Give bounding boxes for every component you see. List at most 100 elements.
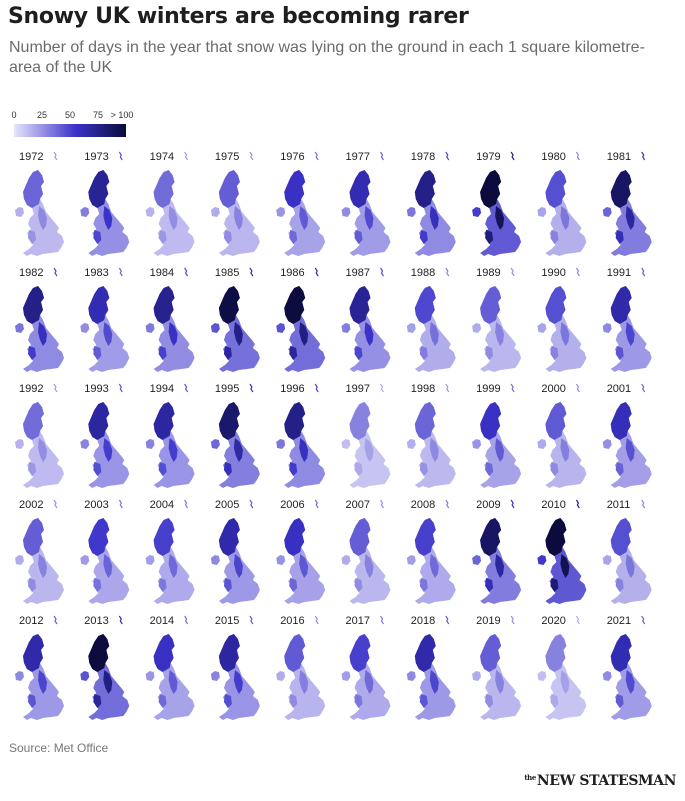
northern-ireland-shape [80, 671, 90, 681]
pennines-snow-region [299, 206, 309, 230]
scotland-snow-region [153, 286, 175, 324]
shetland-marker-icon [445, 615, 450, 625]
wales-snow-region [158, 462, 167, 476]
wales-snow-region [615, 462, 624, 476]
wales-snow-region [223, 694, 232, 708]
scotland-snow-region [153, 634, 175, 672]
map-panel-2015: 2015 [210, 615, 260, 720]
year-label: 1993 [84, 383, 108, 395]
shetland-marker-icon [184, 615, 189, 625]
wales-snow-region [485, 578, 494, 592]
wales-snow-region [354, 462, 363, 476]
wales-snow-region [289, 230, 298, 244]
shetland-marker-icon [53, 615, 58, 625]
uk-snow-map [15, 634, 64, 720]
uk-snow-map [80, 170, 130, 256]
scotland-snow-region [284, 286, 306, 324]
pennines-snow-region [625, 322, 635, 346]
scotland-snow-region [349, 170, 371, 208]
shetland-marker-icon [641, 151, 646, 161]
year-label: 2010 [541, 499, 565, 511]
shetland-marker-icon [510, 383, 515, 393]
scotland-snow-region [480, 634, 502, 672]
scotland-snow-region [88, 518, 110, 556]
shetland-marker-icon [118, 383, 123, 393]
northern-ireland-shape [341, 555, 351, 565]
northern-ireland-shape [210, 323, 220, 333]
uk-snow-map [80, 402, 130, 488]
uk-snow-map [341, 402, 391, 488]
wales-snow-region [550, 694, 559, 708]
year-label: 2016 [280, 615, 304, 627]
northern-ireland-shape [537, 439, 547, 449]
shetland-marker-icon [380, 499, 384, 509]
pennines-snow-region [625, 554, 635, 578]
map-panel-2017: 2017 [341, 615, 391, 720]
chart-title: Snowy UK winters are becoming rarer [8, 4, 469, 29]
map-panel-1988: 1988 [406, 267, 456, 372]
scotland-snow-region [349, 402, 371, 440]
wales-snow-region [354, 578, 363, 592]
map-panel-1984: 1984 [145, 267, 195, 372]
map-panel-1973: 1973 [80, 151, 130, 256]
pennines-snow-region [560, 554, 570, 578]
year-label: 2014 [150, 615, 174, 627]
uk-snow-map [537, 634, 587, 720]
wales-snow-region [550, 230, 559, 244]
wales-snow-region [550, 578, 559, 592]
northern-ireland-shape [537, 323, 547, 333]
wales-snow-region [223, 462, 232, 476]
scotland-snow-region [153, 518, 175, 556]
northern-ireland-shape [15, 555, 24, 565]
scotland-snow-region [284, 518, 306, 556]
wales-snow-region [289, 578, 298, 592]
map-panel-1972: 1972 [15, 151, 64, 256]
wales-snow-region [223, 230, 232, 244]
wales-snow-region [550, 346, 559, 360]
year-label: 1992 [19, 383, 43, 395]
wales-snow-region [419, 462, 428, 476]
northern-ireland-shape [15, 207, 24, 217]
scotland-snow-region [480, 518, 502, 556]
year-label: 1972 [19, 151, 43, 163]
scotland-snow-region [610, 286, 632, 324]
map-panel-1992: 1992 [15, 383, 64, 488]
shetland-marker-icon [118, 499, 123, 509]
uk-snow-map [602, 518, 652, 604]
wales-snow-region [93, 694, 102, 708]
legend-tick-50: 50 [64, 110, 76, 120]
pennines-snow-region [299, 670, 309, 694]
year-label: 1981 [607, 151, 631, 163]
shetland-marker-icon [445, 499, 450, 509]
map-panel-2006: 2006 [276, 499, 326, 604]
scotland-snow-region [218, 634, 240, 672]
northern-ireland-shape [145, 555, 155, 565]
northern-ireland-shape [341, 671, 351, 681]
map-panel-1985: 1985 [210, 267, 260, 372]
scotland-snow-region [153, 402, 175, 440]
uk-snow-map [406, 286, 456, 372]
scotland-snow-region [153, 170, 175, 208]
northern-ireland-shape [341, 207, 351, 217]
wales-snow-region [28, 230, 36, 244]
pennines-snow-region [495, 670, 505, 694]
scotland-snow-region [545, 286, 567, 324]
northern-ireland-shape [276, 671, 286, 681]
map-panel-1998: 1998 [406, 383, 456, 488]
northern-ireland-shape [341, 323, 351, 333]
shetland-marker-icon [575, 615, 580, 625]
shetland-marker-icon [380, 615, 384, 625]
uk-snow-map [341, 634, 391, 720]
year-label: 2008 [411, 499, 435, 511]
scotland-snow-region [414, 170, 436, 208]
scotland-snow-region [88, 402, 110, 440]
shetland-marker-icon [641, 615, 646, 625]
uk-snow-map [537, 402, 587, 488]
color-legend: 0 25 50 75 > 100 [11, 110, 133, 140]
northern-ireland-shape [472, 207, 482, 217]
wales-snow-region [615, 346, 624, 360]
shetland-marker-icon [314, 615, 319, 625]
northern-ireland-shape [15, 323, 24, 333]
map-panel-1976: 1976 [276, 151, 326, 256]
year-label: 1979 [476, 151, 500, 163]
